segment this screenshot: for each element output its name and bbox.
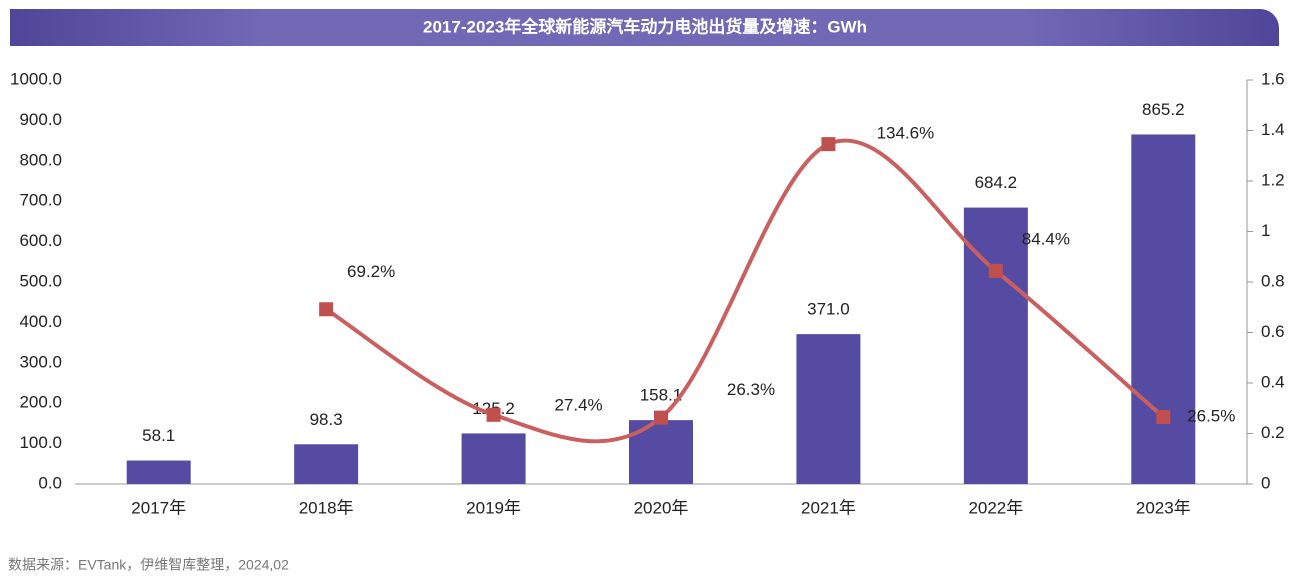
y2-tick-label: 0.4 xyxy=(1261,372,1285,391)
y2-tick-label: 1 xyxy=(1261,221,1270,240)
y2-tick-label: 0.6 xyxy=(1261,322,1285,341)
x-tick-label: 2023年 xyxy=(1136,498,1191,517)
growth-value-label: 84.4% xyxy=(1022,229,1070,248)
source-note: 数据来源：EVTank，伊维智库整理，2024,02 xyxy=(8,557,289,573)
x-tick-label: 2022年 xyxy=(968,498,1023,517)
bar-value-label: 684.2 xyxy=(975,173,1018,192)
y2-tick-label: 0.8 xyxy=(1261,271,1285,290)
y-tick-label: 100.0 xyxy=(19,433,62,452)
y-tick-label: 900.0 xyxy=(19,110,62,129)
y2-tick-label: 1.4 xyxy=(1261,120,1285,139)
x-tick-label: 2021年 xyxy=(801,498,856,517)
bar xyxy=(1131,134,1196,484)
y-tick-label: 800.0 xyxy=(19,150,62,169)
y-tick-label: 1000.0 xyxy=(10,69,62,88)
y2-tick-label: 1.6 xyxy=(1261,69,1285,88)
bar-value-label: 865.2 xyxy=(1142,100,1185,119)
bar xyxy=(294,444,359,484)
growth-line xyxy=(325,138,1165,444)
growth-marker xyxy=(821,137,836,152)
bar xyxy=(963,207,1028,485)
bar-value-label: 158.1 xyxy=(640,386,683,405)
growth-marker xyxy=(319,302,334,317)
y-tick-label: 500.0 xyxy=(19,271,62,290)
bar-value-label: 371.0 xyxy=(807,300,850,319)
title-bar xyxy=(10,9,1279,46)
y-tick-label: 700.0 xyxy=(19,191,62,210)
growth-value-label: 26.5% xyxy=(1187,407,1235,426)
y-tick-label: 200.0 xyxy=(19,393,62,412)
y-tick-label: 300.0 xyxy=(19,352,62,371)
x-tick-label: 2019年 xyxy=(466,498,521,517)
growth-value-label: 26.3% xyxy=(727,380,775,399)
y2-tick-label: 1.2 xyxy=(1261,170,1285,189)
growth-value-label: 27.4% xyxy=(554,395,602,414)
y2-tick-label: 0.2 xyxy=(1261,423,1285,442)
y2-tick-label: 0 xyxy=(1261,473,1270,492)
growth-value-label: 69.2% xyxy=(347,262,395,281)
y-tick-label: 0.0 xyxy=(38,473,62,492)
x-tick-label: 2018年 xyxy=(299,498,354,517)
bar-value-label: 98.3 xyxy=(310,410,343,429)
y-tick-label: 400.0 xyxy=(19,312,62,331)
growth-marker xyxy=(988,263,1003,278)
growth-value-label: 134.6% xyxy=(877,124,935,143)
bar xyxy=(796,334,861,484)
growth-marker xyxy=(1156,410,1171,425)
chart-title: 2017-2023年全球新能源汽车动力电池出货量及增速：GWh xyxy=(423,16,867,36)
bar-value-label: 58.1 xyxy=(142,426,175,445)
y-tick-label: 600.0 xyxy=(19,231,62,250)
bar xyxy=(126,460,191,484)
bar xyxy=(461,433,526,484)
growth-marker xyxy=(654,410,668,425)
x-tick-label: 2020年 xyxy=(634,498,689,517)
growth-marker xyxy=(486,407,501,422)
x-tick-label: 2017年 xyxy=(131,498,186,517)
